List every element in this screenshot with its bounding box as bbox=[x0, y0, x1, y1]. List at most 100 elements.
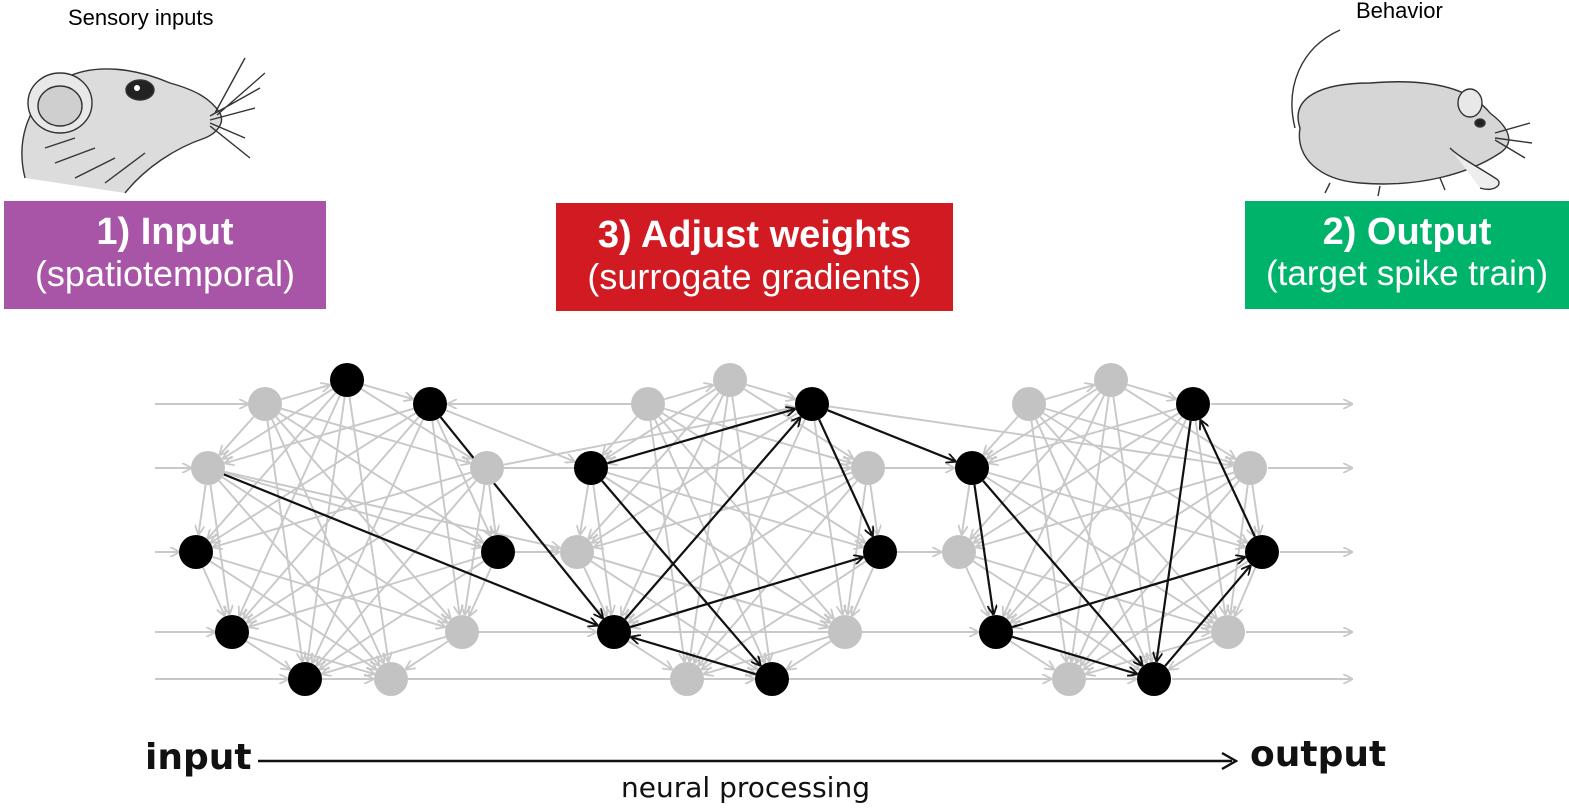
inactive-edge bbox=[603, 416, 638, 455]
inactive-edge bbox=[654, 419, 765, 662]
inactive-edge bbox=[360, 388, 471, 458]
inactive-edge bbox=[1081, 480, 1240, 665]
inactive-edge bbox=[199, 484, 207, 534]
inactive-edge bbox=[320, 560, 485, 669]
active-neuron bbox=[795, 387, 829, 421]
inactive-edge bbox=[971, 392, 1101, 539]
inactive-edge bbox=[622, 395, 724, 615]
inactive-edge bbox=[704, 635, 829, 674]
inactive-edge bbox=[363, 383, 412, 399]
inactive-neuron bbox=[1211, 615, 1245, 649]
inactive-edge bbox=[245, 640, 290, 669]
inactive-edge bbox=[690, 396, 729, 661]
inactive-edge bbox=[266, 420, 302, 661]
active-neuron bbox=[1245, 535, 1279, 569]
input-box: 1) Input (spatiotemporal) bbox=[4, 201, 326, 309]
inactive-edge bbox=[1030, 420, 1066, 661]
inactive-edge bbox=[221, 476, 447, 622]
inactive-edge bbox=[202, 567, 225, 616]
inactive-neuron bbox=[828, 615, 862, 649]
active-edge bbox=[1011, 635, 1136, 674]
inactive-edge bbox=[317, 480, 477, 665]
active-neuron bbox=[597, 615, 631, 649]
inactive-edge bbox=[594, 471, 852, 547]
active-edge bbox=[624, 418, 800, 620]
inactive-neuron bbox=[1012, 387, 1046, 421]
inactive-edge bbox=[828, 405, 1232, 465]
inactive-neuron bbox=[560, 535, 594, 569]
active-neuron bbox=[574, 451, 608, 485]
axis-process-label: neural processing bbox=[621, 771, 870, 804]
inactive-edge bbox=[503, 407, 795, 466]
inactive-edge bbox=[694, 419, 806, 662]
active-neuron bbox=[1176, 387, 1210, 421]
active-edge bbox=[982, 480, 1142, 665]
inactive-edge bbox=[974, 412, 1180, 542]
inactive-edge bbox=[607, 471, 862, 547]
processing-axis-arrowhead bbox=[1221, 751, 1239, 771]
inactive-edge bbox=[348, 396, 388, 661]
inactive-edge bbox=[211, 412, 417, 542]
inactive-neuron bbox=[942, 535, 976, 569]
inactive-edge bbox=[813, 420, 842, 614]
inactive-edge bbox=[436, 419, 490, 535]
inactive-neuron bbox=[713, 363, 747, 397]
inactive-edge bbox=[212, 555, 444, 627]
inactive-edge bbox=[278, 412, 482, 542]
active-edge bbox=[818, 418, 872, 535]
active-edge bbox=[973, 484, 993, 614]
inactive-edge bbox=[604, 476, 830, 622]
active-neuron bbox=[288, 662, 322, 696]
inactive-edge bbox=[787, 640, 832, 669]
inactive-neuron bbox=[374, 662, 408, 696]
inactive-edge bbox=[275, 416, 450, 619]
rat-body-sketch bbox=[1291, 29, 1533, 197]
inactive-edge bbox=[1035, 419, 1147, 662]
active-neuron bbox=[330, 363, 364, 397]
active-edge bbox=[1011, 557, 1244, 629]
inactive-edge bbox=[583, 567, 606, 615]
output-box: 2) Output (target spike train) bbox=[1245, 201, 1569, 309]
active-neuron bbox=[1137, 662, 1171, 696]
inactive-edge bbox=[1003, 395, 1105, 615]
active-neuron bbox=[215, 615, 249, 649]
inactive-edge bbox=[1235, 567, 1257, 616]
inactive-edge bbox=[213, 471, 471, 547]
inactive-edge bbox=[312, 419, 424, 662]
inactive-edge bbox=[746, 383, 794, 399]
inactive-neuron bbox=[191, 451, 225, 485]
input-rows bbox=[155, 404, 1352, 679]
neurons bbox=[179, 363, 1279, 696]
active-edge bbox=[439, 416, 603, 618]
inactive-edge bbox=[406, 640, 449, 669]
inactive-edge bbox=[1008, 416, 1183, 619]
active-neuron bbox=[955, 451, 989, 485]
inactive-edge bbox=[445, 409, 574, 461]
inactive-edge bbox=[989, 407, 1177, 463]
active-neuron bbox=[755, 662, 789, 696]
inactive-edge bbox=[431, 420, 459, 614]
inactive-edge bbox=[649, 420, 684, 661]
active-neuron bbox=[179, 535, 213, 569]
inactive-edge bbox=[225, 407, 414, 463]
inactive-edge bbox=[987, 388, 1098, 458]
inactive-edge bbox=[308, 396, 346, 661]
active-edge bbox=[601, 480, 760, 665]
inactive-neuron bbox=[1233, 451, 1267, 485]
active-edge bbox=[631, 637, 757, 676]
output-box-title: 2) Output bbox=[1322, 211, 1492, 253]
inactive-edge bbox=[985, 476, 1213, 622]
inactive-edge bbox=[1127, 383, 1175, 399]
active-edge bbox=[1201, 420, 1256, 538]
inactive-edge bbox=[1042, 412, 1246, 542]
inactive-neuron bbox=[470, 451, 504, 485]
inactive-edge bbox=[209, 484, 229, 614]
inactive-edge bbox=[869, 484, 877, 534]
inactive-edge bbox=[702, 560, 867, 669]
axis-input-label: input bbox=[145, 737, 252, 778]
adjust-weights-box-title: 3) Adjust weights bbox=[597, 214, 912, 256]
inactive-edge bbox=[1011, 476, 1237, 622]
inactive-edge bbox=[1112, 396, 1151, 661]
inactive-edge bbox=[223, 388, 334, 458]
